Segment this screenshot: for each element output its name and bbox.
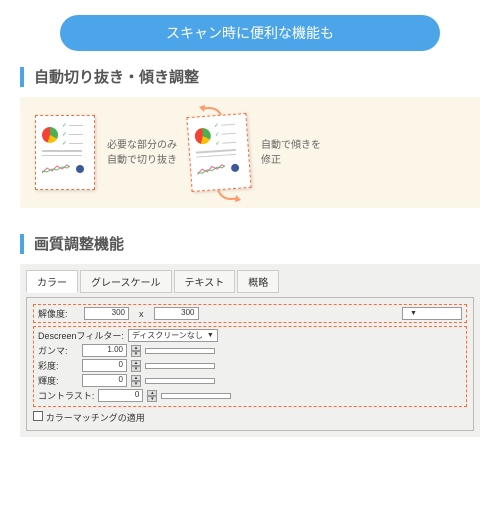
banner-text: スキャン時に便利な機能も [166,25,334,41]
paper-crop-example: ✓ ✓ ✓ [35,115,95,190]
caption-tilt: 自動で傾きを 修正 [261,138,321,168]
section-title-text: 画質調整機能 [34,233,124,254]
tabs: カラー グレースケール テキスト 概略 [26,270,474,293]
saturation-spinner[interactable]: ▴▾ [131,360,141,372]
color-match-row: カラーマッチングの適用 [33,411,467,424]
brightness-slider[interactable] [145,378,215,384]
tab-grayscale[interactable]: グレースケール [80,270,172,293]
resolution-dropdown[interactable]: ▼ [402,307,462,320]
section-title-quality: 画質調整機能 [20,233,480,254]
tab-summary[interactable]: 概略 [237,270,279,293]
color-match-checkbox[interactable] [33,411,43,421]
rotate-arrow-bottom-icon [213,188,243,204]
color-match-label: カラーマッチングの適用 [46,413,145,423]
line-chart-icon [42,163,70,175]
resolution-input-1[interactable]: 300 [84,307,129,320]
saturation-input[interactable]: 0 [82,359,127,372]
saturation-label: 彩度: [38,359,78,372]
tab-color[interactable]: カラー [26,270,78,293]
descreen-label: Descreenフィルター: [38,329,124,342]
brightness-spinner[interactable]: ▴▾ [131,375,141,387]
gamma-input[interactable]: 1.00 [82,344,127,357]
x-separator: x [139,309,144,319]
descreen-select[interactable]: ディスクリーンなし▼ [128,329,218,342]
contrast-spinner[interactable]: ▴▾ [147,390,157,402]
resolution-row: 解像度: 300 x 300 ▼ [33,304,467,323]
dot-icon [76,165,84,173]
dot-icon [231,164,240,173]
tab-text[interactable]: テキスト [174,270,236,293]
caption-crop: 必要な部分のみ 自動で切り抜き [107,138,177,168]
contrast-input[interactable]: 0 [98,389,143,402]
contrast-slider[interactable] [161,393,231,399]
brightness-label: 輝度: [38,374,78,387]
adjustments-group: Descreenフィルター: ディスクリーンなし▼ ガンマ: 1.00 ▴▾ 彩… [33,326,467,407]
gamma-spinner[interactable]: ▴▾ [131,345,141,357]
title-bar-icon [20,67,24,87]
gamma-slider[interactable] [145,348,215,354]
settings-body: 解像度: 300 x 300 ▼ Descreenフィルター: ディスクリーンな… [26,297,474,431]
resolution-input-2[interactable]: 300 [154,307,199,320]
section-title-text: 自動切り抜き・傾き調整 [34,66,199,87]
resolution-label: 解像度: [38,307,78,320]
brightness-input[interactable]: 0 [82,374,127,387]
section-title-crop: 自動切り抜き・傾き調整 [20,66,480,87]
settings-panel: カラー グレースケール テキスト 概略 解像度: 300 x 300 ▼ Des… [20,264,480,437]
feature-box: ✓ ✓ ✓ 必要な部分のみ 自動で切り抜き [20,97,480,208]
title-bar-icon [20,234,24,254]
paper-tilt-example: ✓ ✓ ✓ [189,115,249,190]
contrast-label: コントラスト: [38,389,94,402]
banner: スキャン時に便利な機能も [60,15,440,51]
gamma-label: ガンマ: [38,344,78,357]
saturation-slider[interactable] [145,363,215,369]
pie-chart-icon [194,127,211,144]
pie-chart-icon [42,127,58,143]
line-chart-icon [197,163,226,177]
